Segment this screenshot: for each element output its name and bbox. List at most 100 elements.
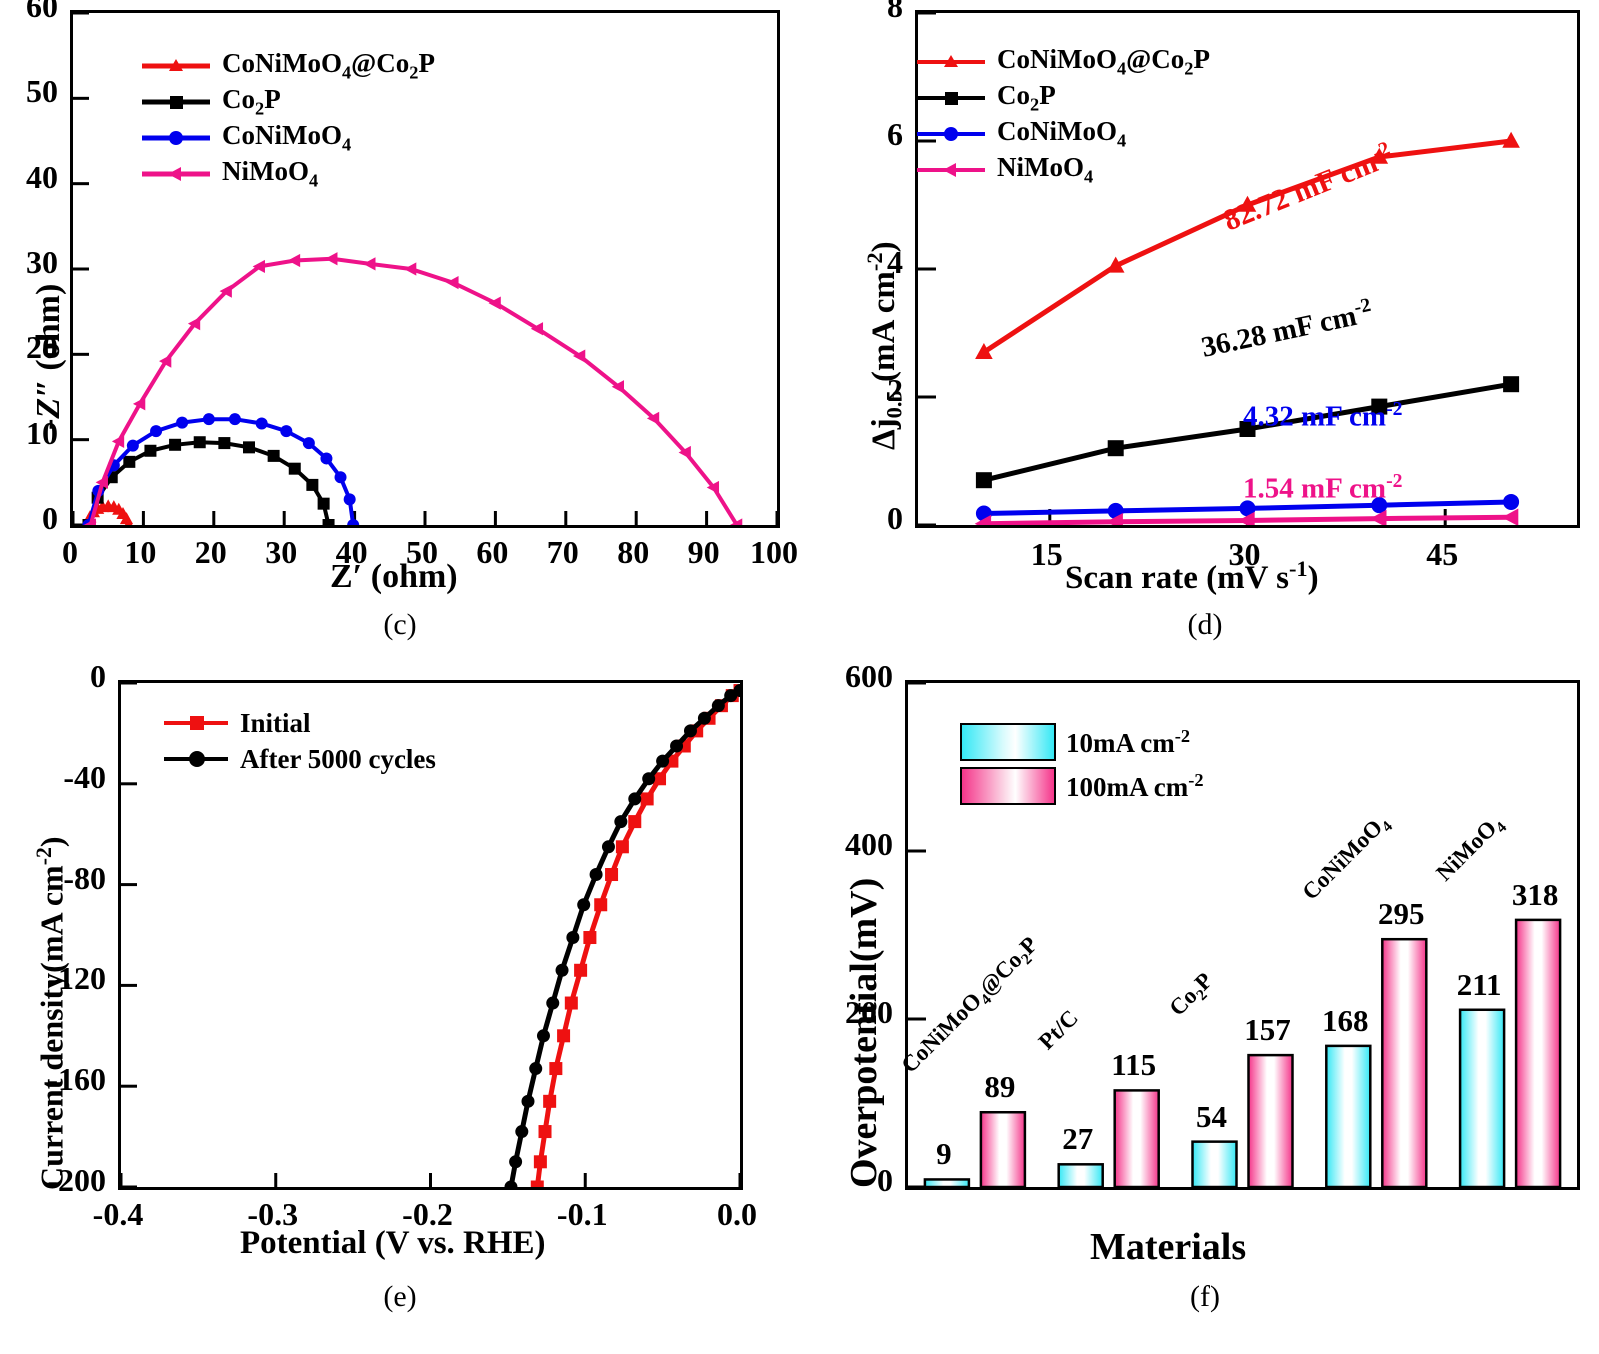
panel-f-ylabel: Overpotential(mV) bbox=[843, 877, 885, 1188]
bar-value-label: 89 bbox=[984, 1069, 1016, 1105]
bar-value-label: 115 bbox=[1111, 1047, 1157, 1083]
axis-tick-label: 10 bbox=[26, 414, 58, 451]
panel-f-bars bbox=[908, 683, 1562, 1187]
bar-value-label: 9 bbox=[936, 1136, 952, 1172]
axis-tick-label: 45 bbox=[1426, 536, 1459, 572]
axis-tick-label: 80 bbox=[617, 534, 650, 570]
panel-e-curves bbox=[121, 683, 740, 1187]
legend-item: Co2P bbox=[915, 80, 1210, 116]
legend-item: CoNiMoO4 bbox=[915, 116, 1210, 152]
legend-label: Co2P bbox=[222, 84, 281, 119]
legend-swatch-circle-icon bbox=[164, 751, 228, 767]
axis-tick-label: 0 bbox=[62, 534, 78, 570]
panel-d-annotation-1-54: 1.54 mF cm-2 bbox=[1243, 470, 1403, 505]
axis-tick-label: 2 bbox=[887, 372, 903, 408]
legend-swatch-circle-icon bbox=[917, 127, 985, 141]
axis-tick-label: 400 bbox=[845, 826, 893, 862]
legend-swatch-square-icon bbox=[142, 96, 210, 109]
axis-tick-label: 10 bbox=[124, 534, 157, 570]
axis-tick-label: -0.3 bbox=[247, 1196, 299, 1232]
axis-tick-label: 30 bbox=[1228, 536, 1261, 572]
bar-value-label: 168 bbox=[1322, 1002, 1369, 1038]
legend-label: 100mA cm-2 bbox=[1066, 769, 1204, 802]
axis-tick-label: -200 bbox=[47, 1162, 106, 1198]
axis-tick-label: 50 bbox=[406, 534, 438, 570]
axis-tick-label: 4 bbox=[887, 244, 903, 280]
panel-d-legend: CoNiMoO4@Co2P Co2P CoNiMoO4 bbox=[915, 44, 1210, 188]
bar-value-label: 211 bbox=[1456, 966, 1502, 1002]
panel-e-xlabel: Potential (V vs. RHE) bbox=[240, 1225, 546, 1261]
axis-tick-label: 40 bbox=[26, 158, 58, 195]
legend-label: CoNiMoO4@Co2P bbox=[222, 48, 435, 83]
axis-tick-label: 70 bbox=[546, 534, 579, 570]
axis-tick-label: 100 bbox=[750, 534, 798, 570]
panel-d: Δj0.5 (mA cm-2) Scan rate (mV s-1) (d) C… bbox=[800, 0, 1599, 660]
legend-label: CoNiMoO4@Co2P bbox=[997, 44, 1210, 79]
bar-value-label: 157 bbox=[1244, 1012, 1291, 1048]
axis-tick-label: 50 bbox=[26, 73, 58, 110]
axis-tick-label: 0 bbox=[90, 658, 106, 694]
panel-d-curves bbox=[918, 13, 1520, 525]
panel-c-curves bbox=[73, 13, 777, 525]
legend-label: Co2P bbox=[997, 80, 1056, 115]
legend-item: NiMoO4 bbox=[915, 152, 1210, 188]
axis-tick-label: 600 bbox=[845, 658, 893, 694]
bar-value-label: 27 bbox=[1062, 1121, 1094, 1157]
axis-tick-label: 200 bbox=[845, 994, 893, 1030]
panel-c-xlabel: Z′ (ohm) bbox=[330, 558, 458, 595]
legend-label: NiMoO4 bbox=[222, 156, 319, 191]
panel-e-plot-area bbox=[118, 680, 743, 1190]
legend-swatch-triangle-left-icon bbox=[917, 163, 985, 177]
panel-f-label: (f) bbox=[1190, 1280, 1220, 1313]
axis-tick-label: 0 bbox=[42, 500, 58, 536]
legend-label: 10mA cm-2 bbox=[1066, 725, 1191, 758]
axis-tick-label: 30 bbox=[265, 534, 298, 570]
panel-f-plot-area bbox=[905, 680, 1580, 1190]
axis-tick-label: 0 bbox=[887, 500, 903, 536]
axis-tick-label: -0.1 bbox=[556, 1196, 608, 1232]
bar-value-label: 295 bbox=[1378, 896, 1425, 932]
legend-item: CoNiMoO4 bbox=[140, 120, 435, 156]
legend-item: CoNiMoO4@Co2P bbox=[915, 44, 1210, 80]
legend-swatch-triangle-up-icon bbox=[142, 59, 210, 71]
axis-tick-label: -40 bbox=[63, 758, 106, 795]
axis-tick-label: 90 bbox=[687, 534, 720, 570]
panel-e-label: (e) bbox=[383, 1280, 417, 1313]
panel-d-plot-area bbox=[915, 10, 1580, 528]
legend-item: After 5000 cycles bbox=[162, 741, 436, 777]
axis-tick-label: 20 bbox=[194, 534, 227, 570]
axis-tick-label: 8 bbox=[887, 0, 903, 24]
axis-tick-label: 20 bbox=[26, 329, 58, 366]
legend-label: After 5000 cycles bbox=[240, 743, 436, 774]
legend-item: CoNiMoO4@Co2P bbox=[140, 48, 435, 84]
axis-tick-label: 30 bbox=[26, 244, 58, 280]
panel-e-legend: Initial After 5000 cycles bbox=[162, 705, 436, 777]
axis-tick-label: -160 bbox=[47, 1061, 106, 1098]
panel-f-legend: 10mA cm-2 100mA cm-2 bbox=[960, 720, 1204, 808]
axis-tick-label: -120 bbox=[47, 960, 106, 997]
legend-label: Initial bbox=[240, 707, 311, 738]
legend-swatch-circle-icon bbox=[142, 131, 210, 145]
panel-d-annotation-4-32: 4.32 mF cm-2 bbox=[1243, 398, 1403, 433]
legend-label: CoNiMoO4 bbox=[222, 120, 352, 155]
bar-value-label: 318 bbox=[1511, 876, 1559, 912]
axis-tick-label: 6 bbox=[887, 116, 903, 152]
bar-value-label: 54 bbox=[1196, 1098, 1227, 1134]
legend-swatch-triangle-up-icon bbox=[917, 55, 985, 67]
panel-c-label: (c) bbox=[383, 608, 417, 641]
legend-swatch-100ma bbox=[960, 767, 1056, 805]
axis-tick-label: 0.0 bbox=[717, 1196, 757, 1232]
axis-tick-label: -0.2 bbox=[402, 1196, 453, 1232]
legend-item: NiMoO4 bbox=[140, 156, 435, 192]
panel-d-xlabel: Scan rate (mV s-1) bbox=[1065, 556, 1319, 596]
legend-swatch-square-icon bbox=[164, 716, 228, 730]
axis-tick-label: 60 bbox=[26, 0, 58, 24]
axis-tick-label: 15 bbox=[1030, 536, 1063, 572]
axis-tick-label: -0.4 bbox=[92, 1196, 144, 1232]
panel-c-plot-area bbox=[70, 10, 780, 528]
legend-item: Co2P bbox=[140, 84, 435, 120]
legend-item: Initial bbox=[162, 705, 436, 741]
legend-label: CoNiMoO4 bbox=[997, 116, 1127, 151]
panel-c-legend: CoNiMoO4@Co2P Co2P CoNiMoO4 bbox=[140, 48, 435, 192]
